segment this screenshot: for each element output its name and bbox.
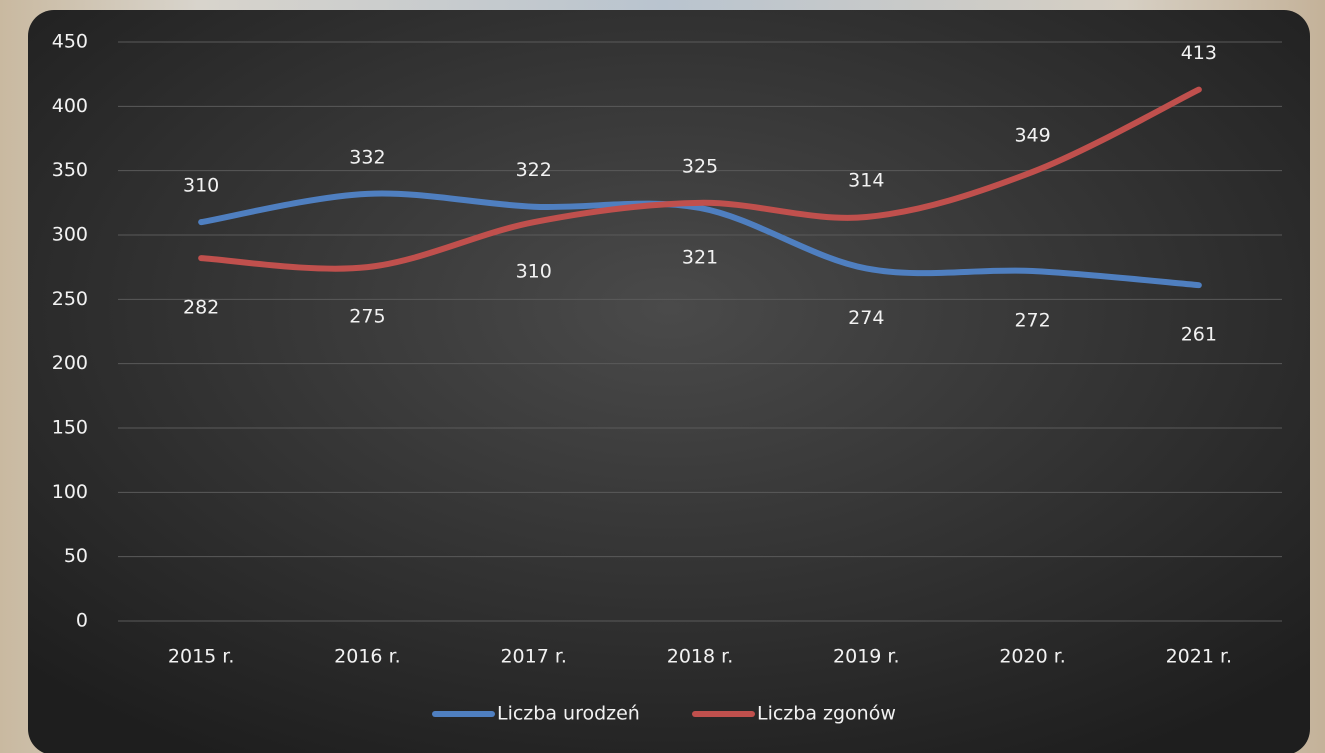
y-tick-label: 300 (52, 224, 88, 246)
x-tick-label: 2021 r. (1166, 646, 1233, 668)
y-tick-label: 400 (52, 95, 88, 117)
data-label: 275 (349, 306, 385, 328)
data-label: 325 (682, 155, 718, 177)
series-line (198, 190, 1202, 289)
legend-label: Liczba urodzeń (497, 703, 640, 725)
x-tick-label: 2015 r. (168, 646, 235, 668)
data-label: 321 (682, 246, 718, 268)
data-label: 310 (183, 175, 219, 197)
data-label: 261 (1181, 324, 1217, 346)
data-label: 274 (848, 307, 884, 329)
data-label: 314 (848, 169, 884, 191)
y-tick-label: 0 (76, 610, 88, 632)
y-tick-label: 350 (52, 159, 88, 181)
data-label: 282 (183, 297, 219, 319)
x-tick-label: 2019 r. (833, 646, 900, 668)
x-tick-label: 2018 r. (667, 646, 734, 668)
x-tick-label: 2017 r. (500, 646, 567, 668)
data-label: 413 (1181, 42, 1217, 64)
y-tick-label: 50 (64, 545, 88, 567)
data-label: 332 (349, 146, 385, 168)
data-label: 349 (1014, 124, 1050, 146)
data-label: 322 (516, 159, 552, 181)
y-tick-label: 450 (52, 31, 88, 53)
x-tick-label: 2020 r. (999, 646, 1066, 668)
data-label: 272 (1014, 310, 1050, 332)
y-tick-label: 200 (52, 352, 88, 374)
x-tick-label: 2016 r. (334, 646, 401, 668)
data-label: 310 (516, 261, 552, 283)
y-tick-label: 100 (52, 481, 88, 503)
y-tick-label: 150 (52, 417, 88, 439)
legend-label: Liczba zgonów (757, 703, 896, 725)
series-line (198, 86, 1202, 272)
chart-panel (28, 10, 1310, 753)
y-tick-label: 250 (52, 288, 88, 310)
